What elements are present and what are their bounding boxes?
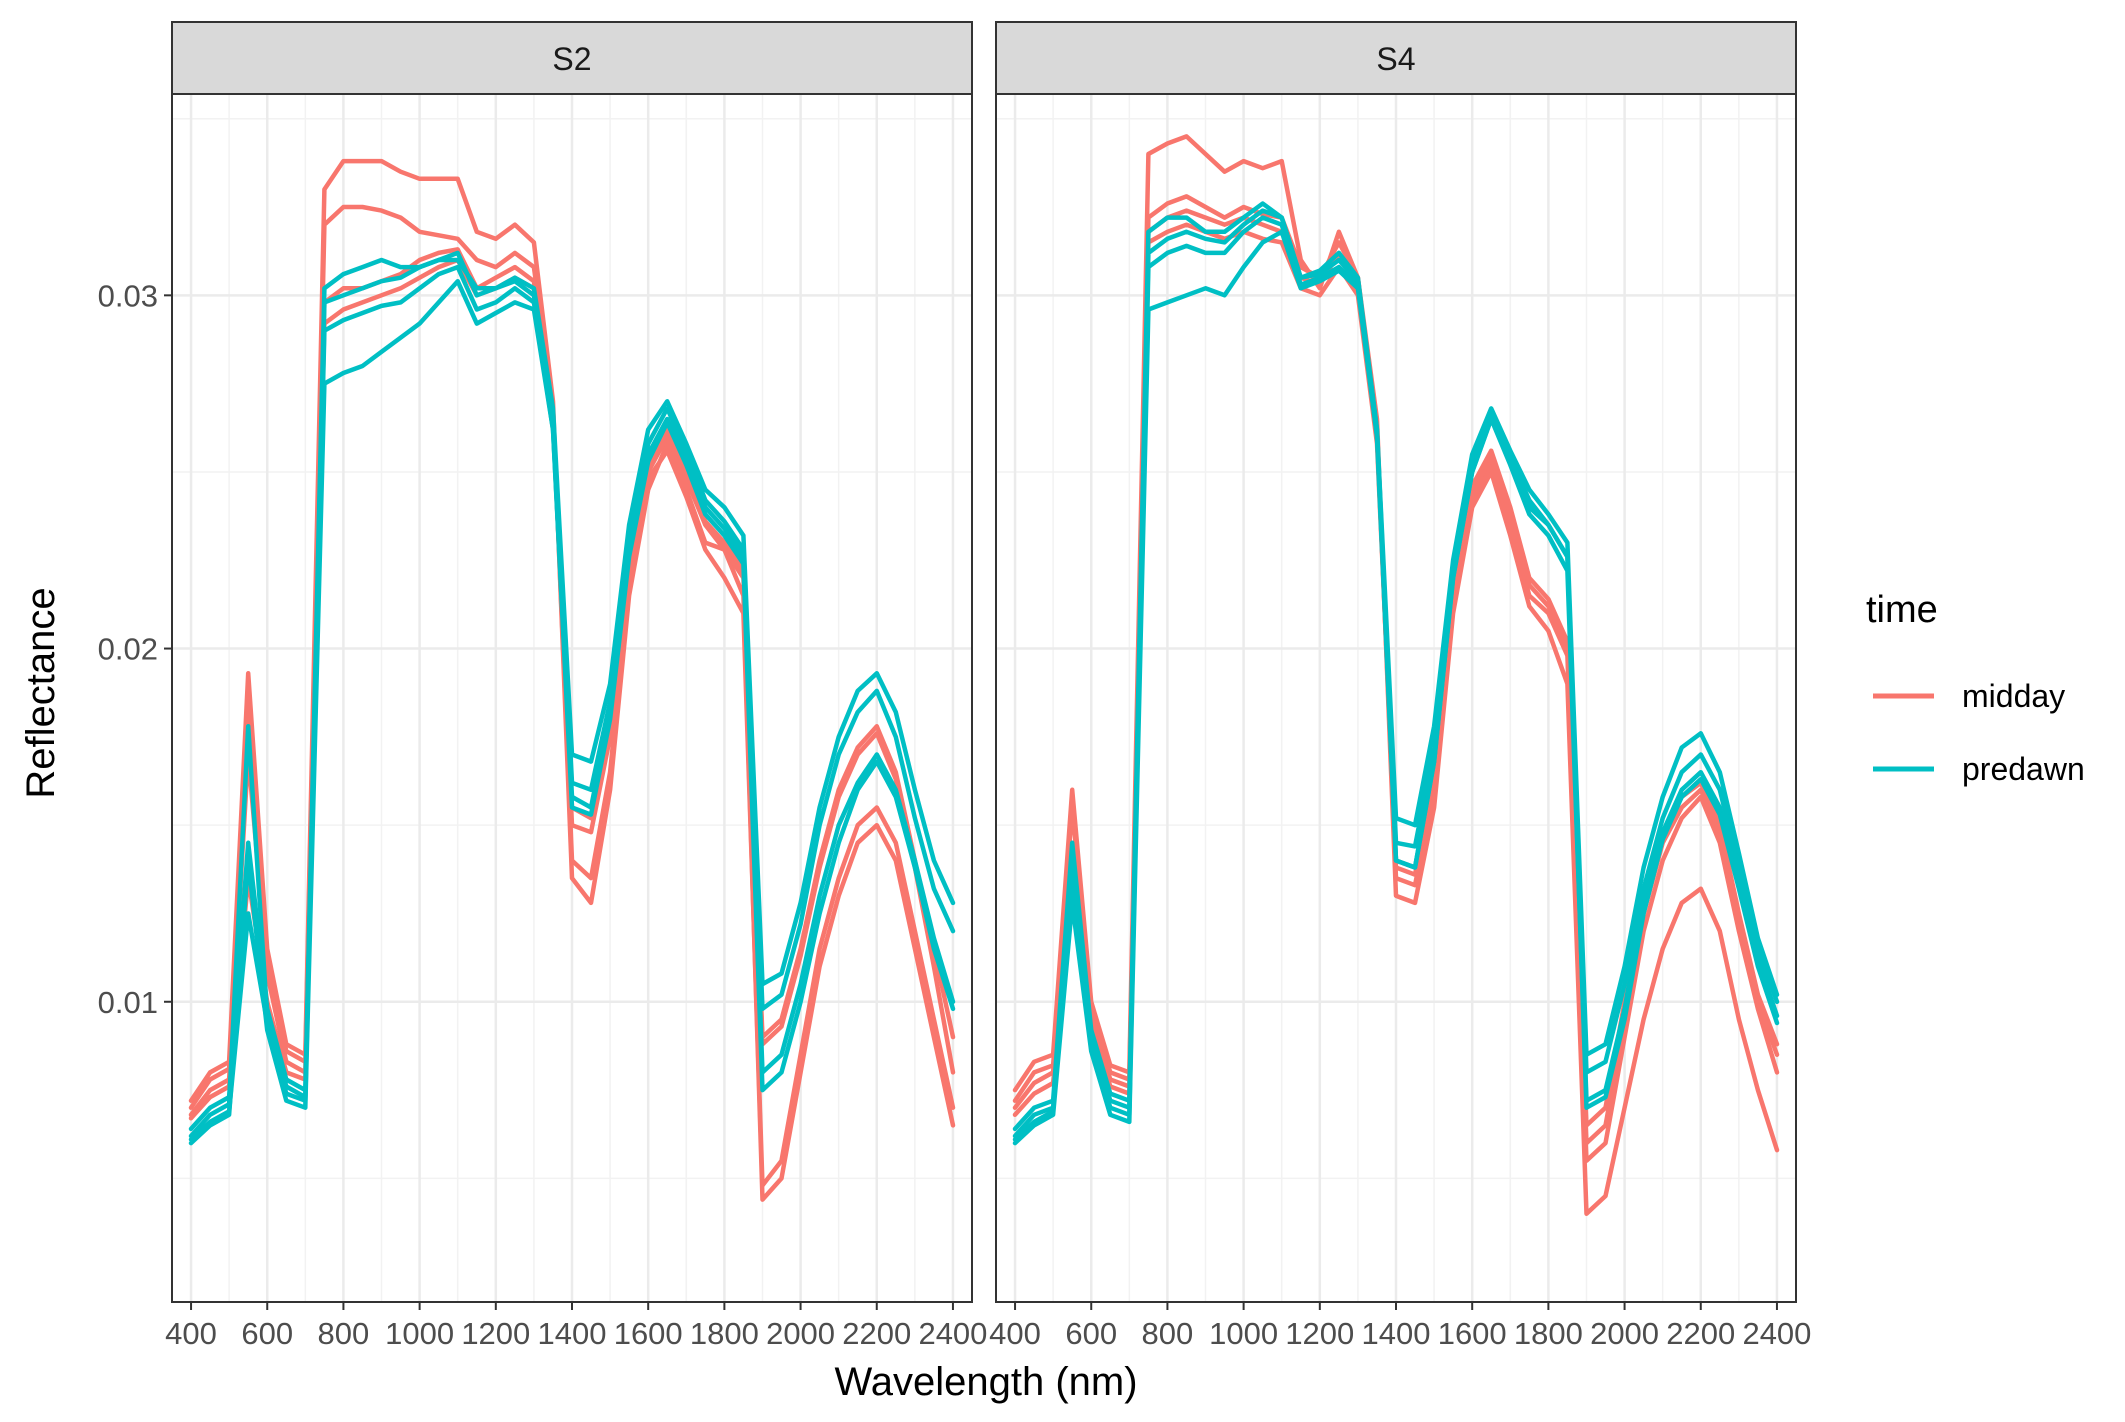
x-tick-label: 2400 [918,1316,987,1351]
legend: time midday predawn [1866,589,2085,787]
legend-label: midday [1962,678,2065,714]
x-tick-label: 1400 [1362,1316,1431,1351]
y-tick-label: 0.02 [98,632,158,667]
facet-strip-label: S4 [1376,41,1415,77]
y-tick-label: 0.01 [98,985,158,1020]
x-tick-label: 1800 [1514,1316,1583,1351]
x-axis-title: Wavelength (nm) [834,1360,1137,1404]
facet-panel: S2 400 600 800 1000 1200 1400 1600 1800 2000 2200 2… [98,21,987,1351]
facet-panel: S4 400 600 800 1000 1200 1400 1600 1800 2000 2200 2… [989,21,1811,1351]
y-axis-title: Reflectance [19,587,63,798]
y-tick-label: 0.03 [98,278,158,313]
x-tick-label: 1000 [1209,1316,1278,1351]
x-tick-label: 1000 [385,1316,454,1351]
legend-title: time [1866,589,1938,631]
x-tick-label: 2200 [842,1316,911,1351]
x-tick-label: 1400 [538,1316,607,1351]
x-tick-label: 2000 [1590,1316,1659,1351]
x-tick-label: 400 [165,1316,217,1351]
series-line-predawn [188,278,956,1146]
x-tick-label: 1200 [1285,1316,1354,1351]
x-tick-label: 800 [318,1316,370,1351]
x-tick-label: 2400 [1742,1316,1811,1351]
facet-strip-label: S2 [552,41,591,77]
legend-item: midday [1873,678,2065,714]
x-tick-label: 1600 [1438,1316,1507,1351]
x-tick-label: 600 [1065,1316,1117,1351]
x-tick-label: 1800 [690,1316,759,1351]
x-tick-label: 1600 [614,1316,683,1351]
series-line-predawn [1012,229,1780,1146]
x-tick-label: 2000 [766,1316,835,1351]
facet-strip [171,21,973,95]
x-tick-label: 2200 [1666,1316,1735,1351]
legend-item: predawn [1873,751,2085,787]
x-tick-label: 800 [1142,1316,1194,1351]
x-tick-label: 400 [989,1316,1041,1351]
x-tick-label: 600 [241,1316,293,1351]
legend-label: predawn [1962,751,2085,787]
x-tick-label: 1200 [461,1316,530,1351]
facet-strip [995,21,1797,95]
